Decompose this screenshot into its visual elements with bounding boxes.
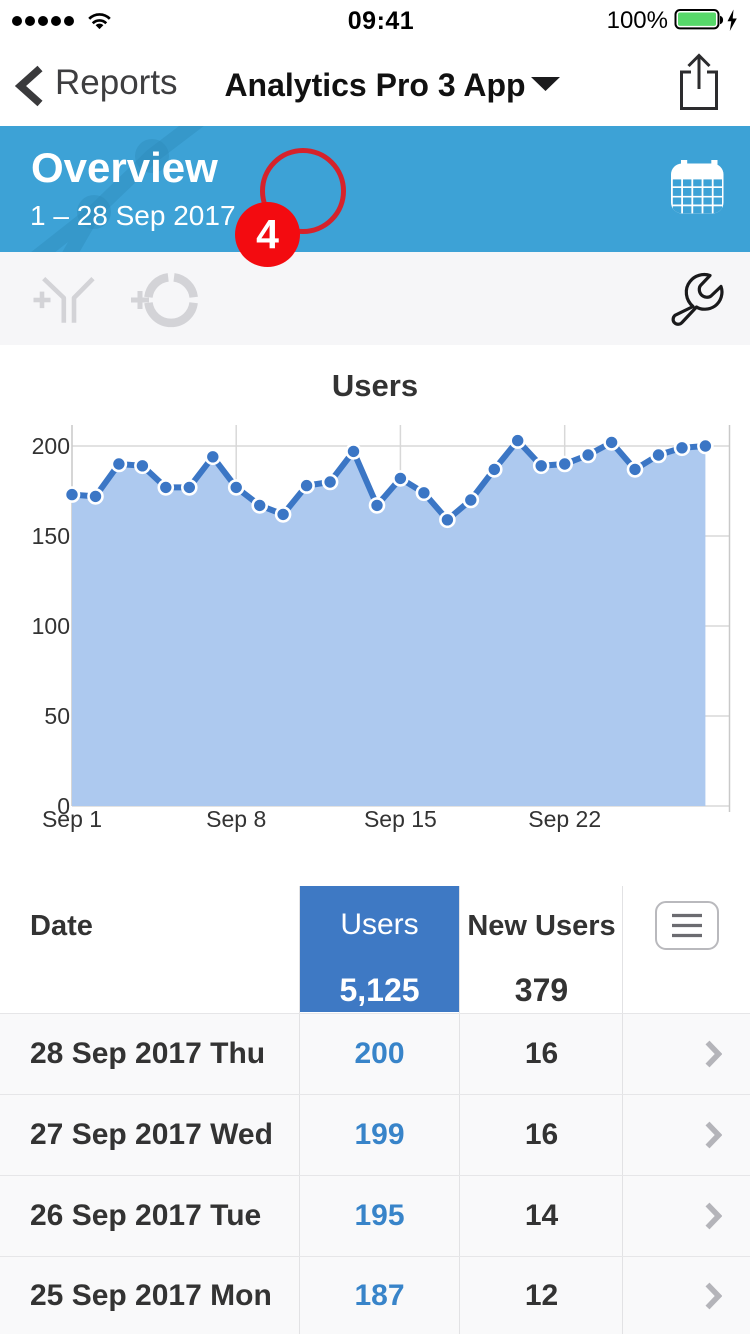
svg-text:Sep 15: Sep 15 [364, 806, 437, 832]
svg-text:0: 0 [57, 793, 70, 819]
svg-text:150: 150 [32, 523, 70, 549]
svg-text:50: 50 [44, 703, 70, 729]
svg-text:Sep 1: Sep 1 [42, 806, 102, 832]
svg-text:Sep 22: Sep 22 [528, 806, 601, 832]
svg-text:200: 200 [32, 433, 70, 459]
svg-text:Sep 8: Sep 8 [206, 806, 266, 832]
svg-text:100: 100 [32, 613, 70, 639]
